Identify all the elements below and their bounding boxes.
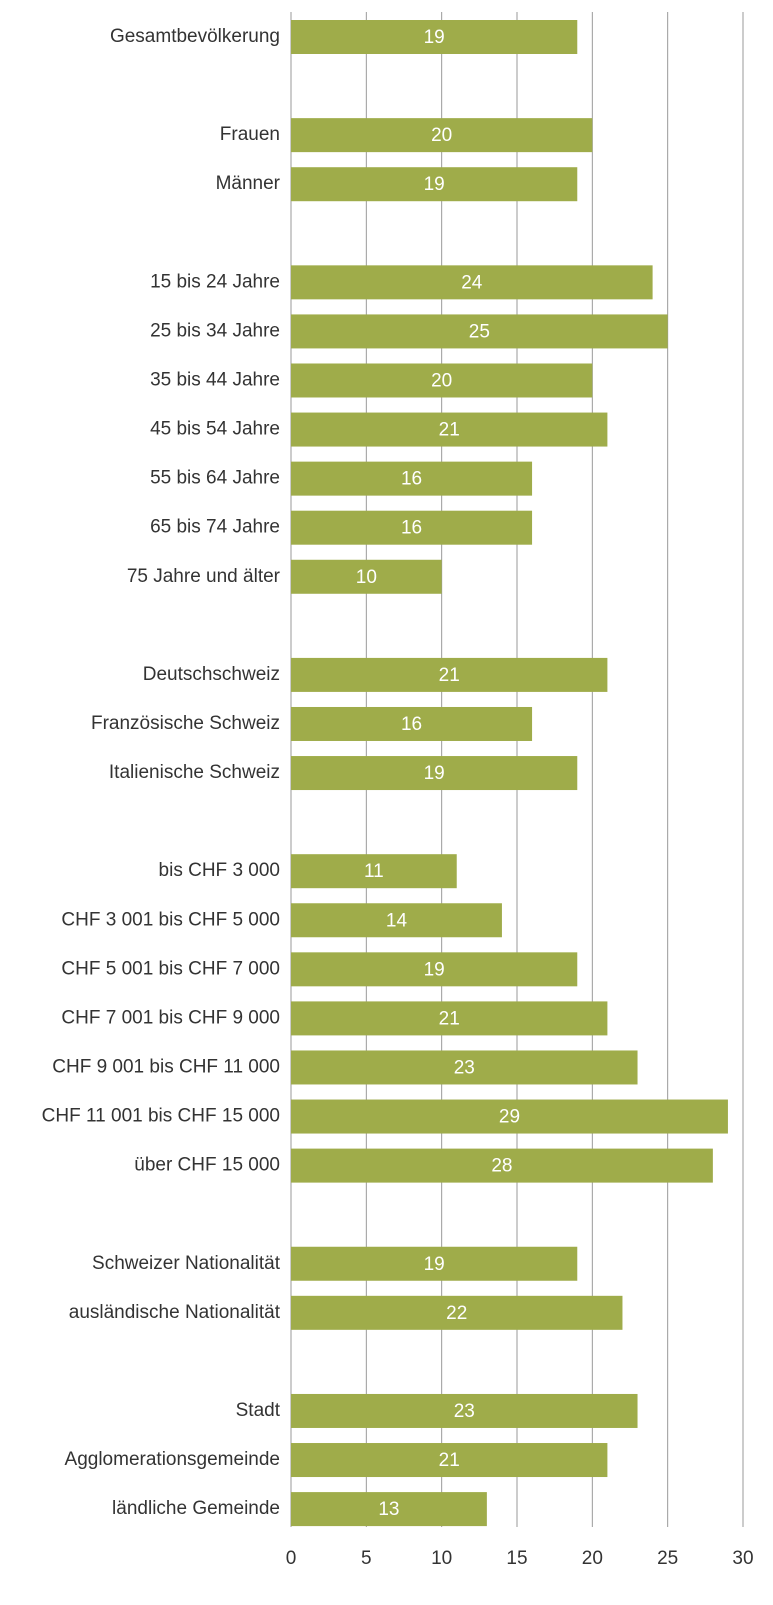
bar (291, 118, 593, 153)
data-label: 21 (439, 665, 460, 686)
data-label: 20 (431, 371, 452, 392)
data-label: 19 (424, 1254, 445, 1275)
x-tick-label: 30 (732, 1548, 753, 1569)
bar (291, 461, 533, 496)
bar (291, 854, 457, 889)
x-tick-label: 10 (431, 1548, 452, 1569)
y-tick-label: Stadt (236, 1400, 281, 1421)
bar (291, 1492, 487, 1527)
y-tick-label: CHF 3 001 bis CHF 5 000 (61, 909, 280, 930)
bar (291, 1001, 608, 1036)
bar (291, 1099, 728, 1134)
y-tick-label: Italienische Schweiz (109, 762, 280, 783)
bar (291, 1393, 638, 1428)
data-label: 19 (424, 763, 445, 784)
data-label: 16 (401, 714, 422, 735)
bar (291, 1050, 638, 1085)
bar (291, 1246, 578, 1281)
bar (291, 559, 442, 594)
x-tick-label: 25 (657, 1548, 678, 1569)
data-label: 14 (386, 910, 408, 931)
data-label: 28 (491, 1156, 512, 1177)
y-tick-label: 55 bis 64 Jahre (150, 468, 280, 489)
bar (291, 412, 608, 447)
y-tick-label: Frauen (220, 124, 280, 145)
data-label: 22 (446, 1303, 467, 1324)
bar (291, 167, 578, 202)
bar (291, 756, 578, 791)
data-label: 10 (356, 567, 377, 588)
y-tick-label: 65 bis 74 Jahre (150, 517, 280, 538)
data-label: 23 (454, 1057, 475, 1078)
data-label: 29 (499, 1107, 520, 1128)
y-tick-label: Agglomerationsgemeinde (65, 1449, 280, 1470)
y-tick-label: ländliche Gemeinde (112, 1498, 280, 1519)
y-tick-label: über CHF 15 000 (134, 1155, 280, 1176)
y-tick-label: CHF 11 001 bis CHF 15 000 (42, 1106, 280, 1127)
bar (291, 1148, 713, 1183)
y-tick-label: CHF 5 001 bis CHF 7 000 (61, 958, 280, 979)
y-tick-label: CHF 9 001 bis CHF 11 000 (52, 1056, 280, 1077)
data-label: 21 (439, 420, 460, 441)
data-label: 25 (469, 321, 490, 342)
y-tick-label: 15 bis 24 Jahre (150, 271, 280, 292)
x-tick-label: 0 (286, 1548, 297, 1569)
data-label: 13 (378, 1499, 399, 1520)
y-tick-label: Deutschschweiz (143, 664, 280, 685)
y-tick-label: 45 bis 54 Jahre (150, 419, 280, 440)
data-label: 19 (424, 174, 445, 195)
y-tick-label: Schweizer Nationalität (92, 1253, 281, 1274)
bar (291, 363, 593, 398)
y-tick-label: Französische Schweiz (91, 713, 280, 734)
bar (291, 657, 608, 692)
data-label: 16 (401, 518, 422, 539)
x-tick-label: 20 (582, 1548, 603, 1569)
y-tick-label: 75 Jahre und älter (127, 566, 281, 587)
bar (291, 265, 653, 300)
y-tick-label: Männer (216, 173, 281, 194)
bar (291, 903, 502, 938)
data-label: 16 (401, 469, 422, 490)
data-label: 24 (461, 272, 483, 293)
bar (291, 706, 533, 741)
data-label: 19 (424, 959, 445, 980)
x-tick-label: 15 (506, 1548, 527, 1569)
y-tick-label: CHF 7 001 bis CHF 9 000 (61, 1007, 280, 1028)
y-tick-label: 35 bis 44 Jahre (150, 370, 280, 391)
bar (291, 1295, 623, 1330)
bar (291, 20, 578, 54)
data-label: 20 (431, 125, 452, 146)
data-label: 23 (454, 1401, 475, 1422)
bar (291, 1443, 608, 1478)
bar (291, 314, 668, 349)
data-label: 21 (439, 1008, 460, 1029)
y-tick-label: 25 bis 34 Jahre (150, 320, 280, 341)
data-label: 11 (364, 861, 384, 882)
y-tick-label: Gesamtbevölkerung (110, 26, 280, 47)
y-tick-label: bis CHF 3 000 (159, 860, 280, 881)
data-label: 19 (424, 27, 445, 48)
y-tick-label: ausländische Nationalität (69, 1302, 281, 1323)
data-label: 21 (439, 1450, 460, 1471)
bar (291, 952, 578, 987)
bar (291, 510, 533, 545)
x-tick-label: 5 (361, 1548, 372, 1569)
